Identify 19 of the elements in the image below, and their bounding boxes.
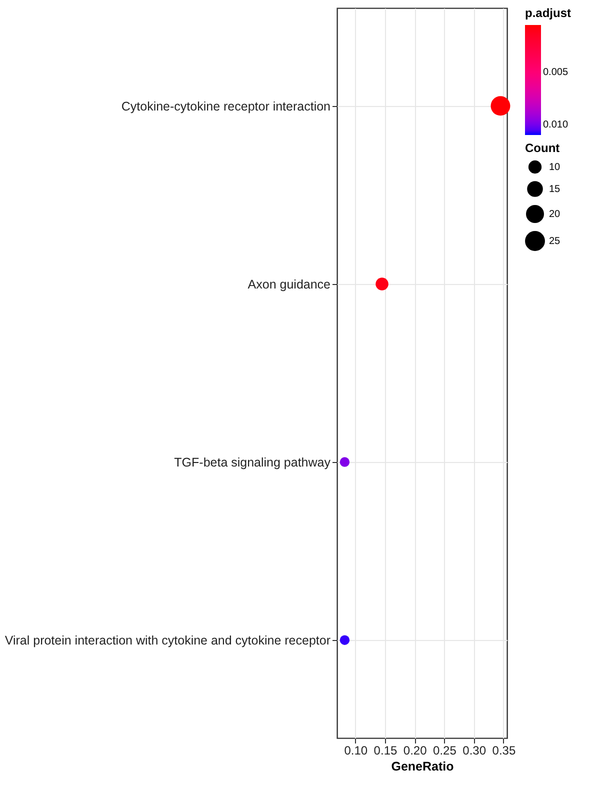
color-bar-label: 0.010: [543, 120, 568, 131]
color-bar-label: 0.005: [543, 67, 568, 78]
legend-label: 15: [549, 184, 561, 195]
legend-label: 10: [549, 162, 561, 173]
legend-label: 20: [549, 209, 561, 220]
legend-title: Count: [525, 141, 560, 155]
y-tick-label: TGF-beta signaling pathway: [174, 456, 332, 470]
color-bar-title: p.adjust: [525, 6, 572, 20]
legend-label: 25: [549, 236, 561, 247]
x-tick-label: 0.20: [403, 744, 428, 758]
x-tick-label: 0.30: [462, 744, 486, 758]
x-tick-label: 0.35: [492, 744, 516, 758]
y-tick-label: Viral protein interaction with cytokine and cytokine receptor: [4, 634, 330, 648]
x-axis-title: GeneRatio: [391, 760, 454, 774]
x-tick-label: 0.10: [344, 744, 368, 758]
y-tick-label: Axon guidance: [248, 277, 331, 292]
y-tick-label: Cytokine-cytokine receptor interaction: [121, 99, 331, 114]
x-tick-label: 0.25: [433, 744, 457, 758]
x-tick-label: 0.15: [374, 744, 398, 758]
